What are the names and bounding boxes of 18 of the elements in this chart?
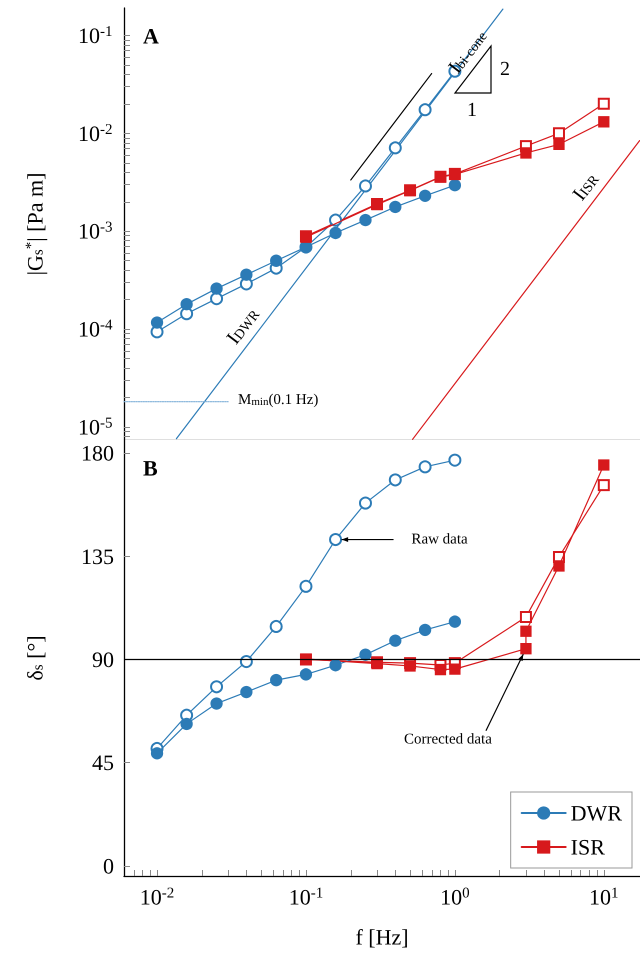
legend-label: DWR — [570, 800, 622, 826]
y-tick-label: 45 — [92, 750, 114, 776]
y-tick-label: 180 — [81, 440, 114, 466]
y-tick-label: 135 — [81, 544, 114, 569]
x-axis-title: f [Hz] — [355, 924, 409, 950]
annotation: IISR — [568, 172, 604, 205]
y-tick-label: 0 — [103, 853, 114, 878]
legend-label: ISR — [570, 834, 606, 860]
annotation: 1 — [467, 99, 477, 121]
y-axis-title: δs [°] — [22, 635, 48, 681]
annotation: Raw data — [411, 532, 468, 548]
y-tick-label: 90 — [92, 646, 114, 672]
annotation: 2 — [500, 58, 510, 80]
annotation: Corrected data — [404, 732, 492, 748]
annotation: Mmin(0.1 Hz) — [238, 392, 318, 408]
y-axis-title: |Gs*| [Pa m] — [22, 172, 48, 276]
text: A — [143, 24, 159, 48]
text: B — [143, 456, 158, 480]
